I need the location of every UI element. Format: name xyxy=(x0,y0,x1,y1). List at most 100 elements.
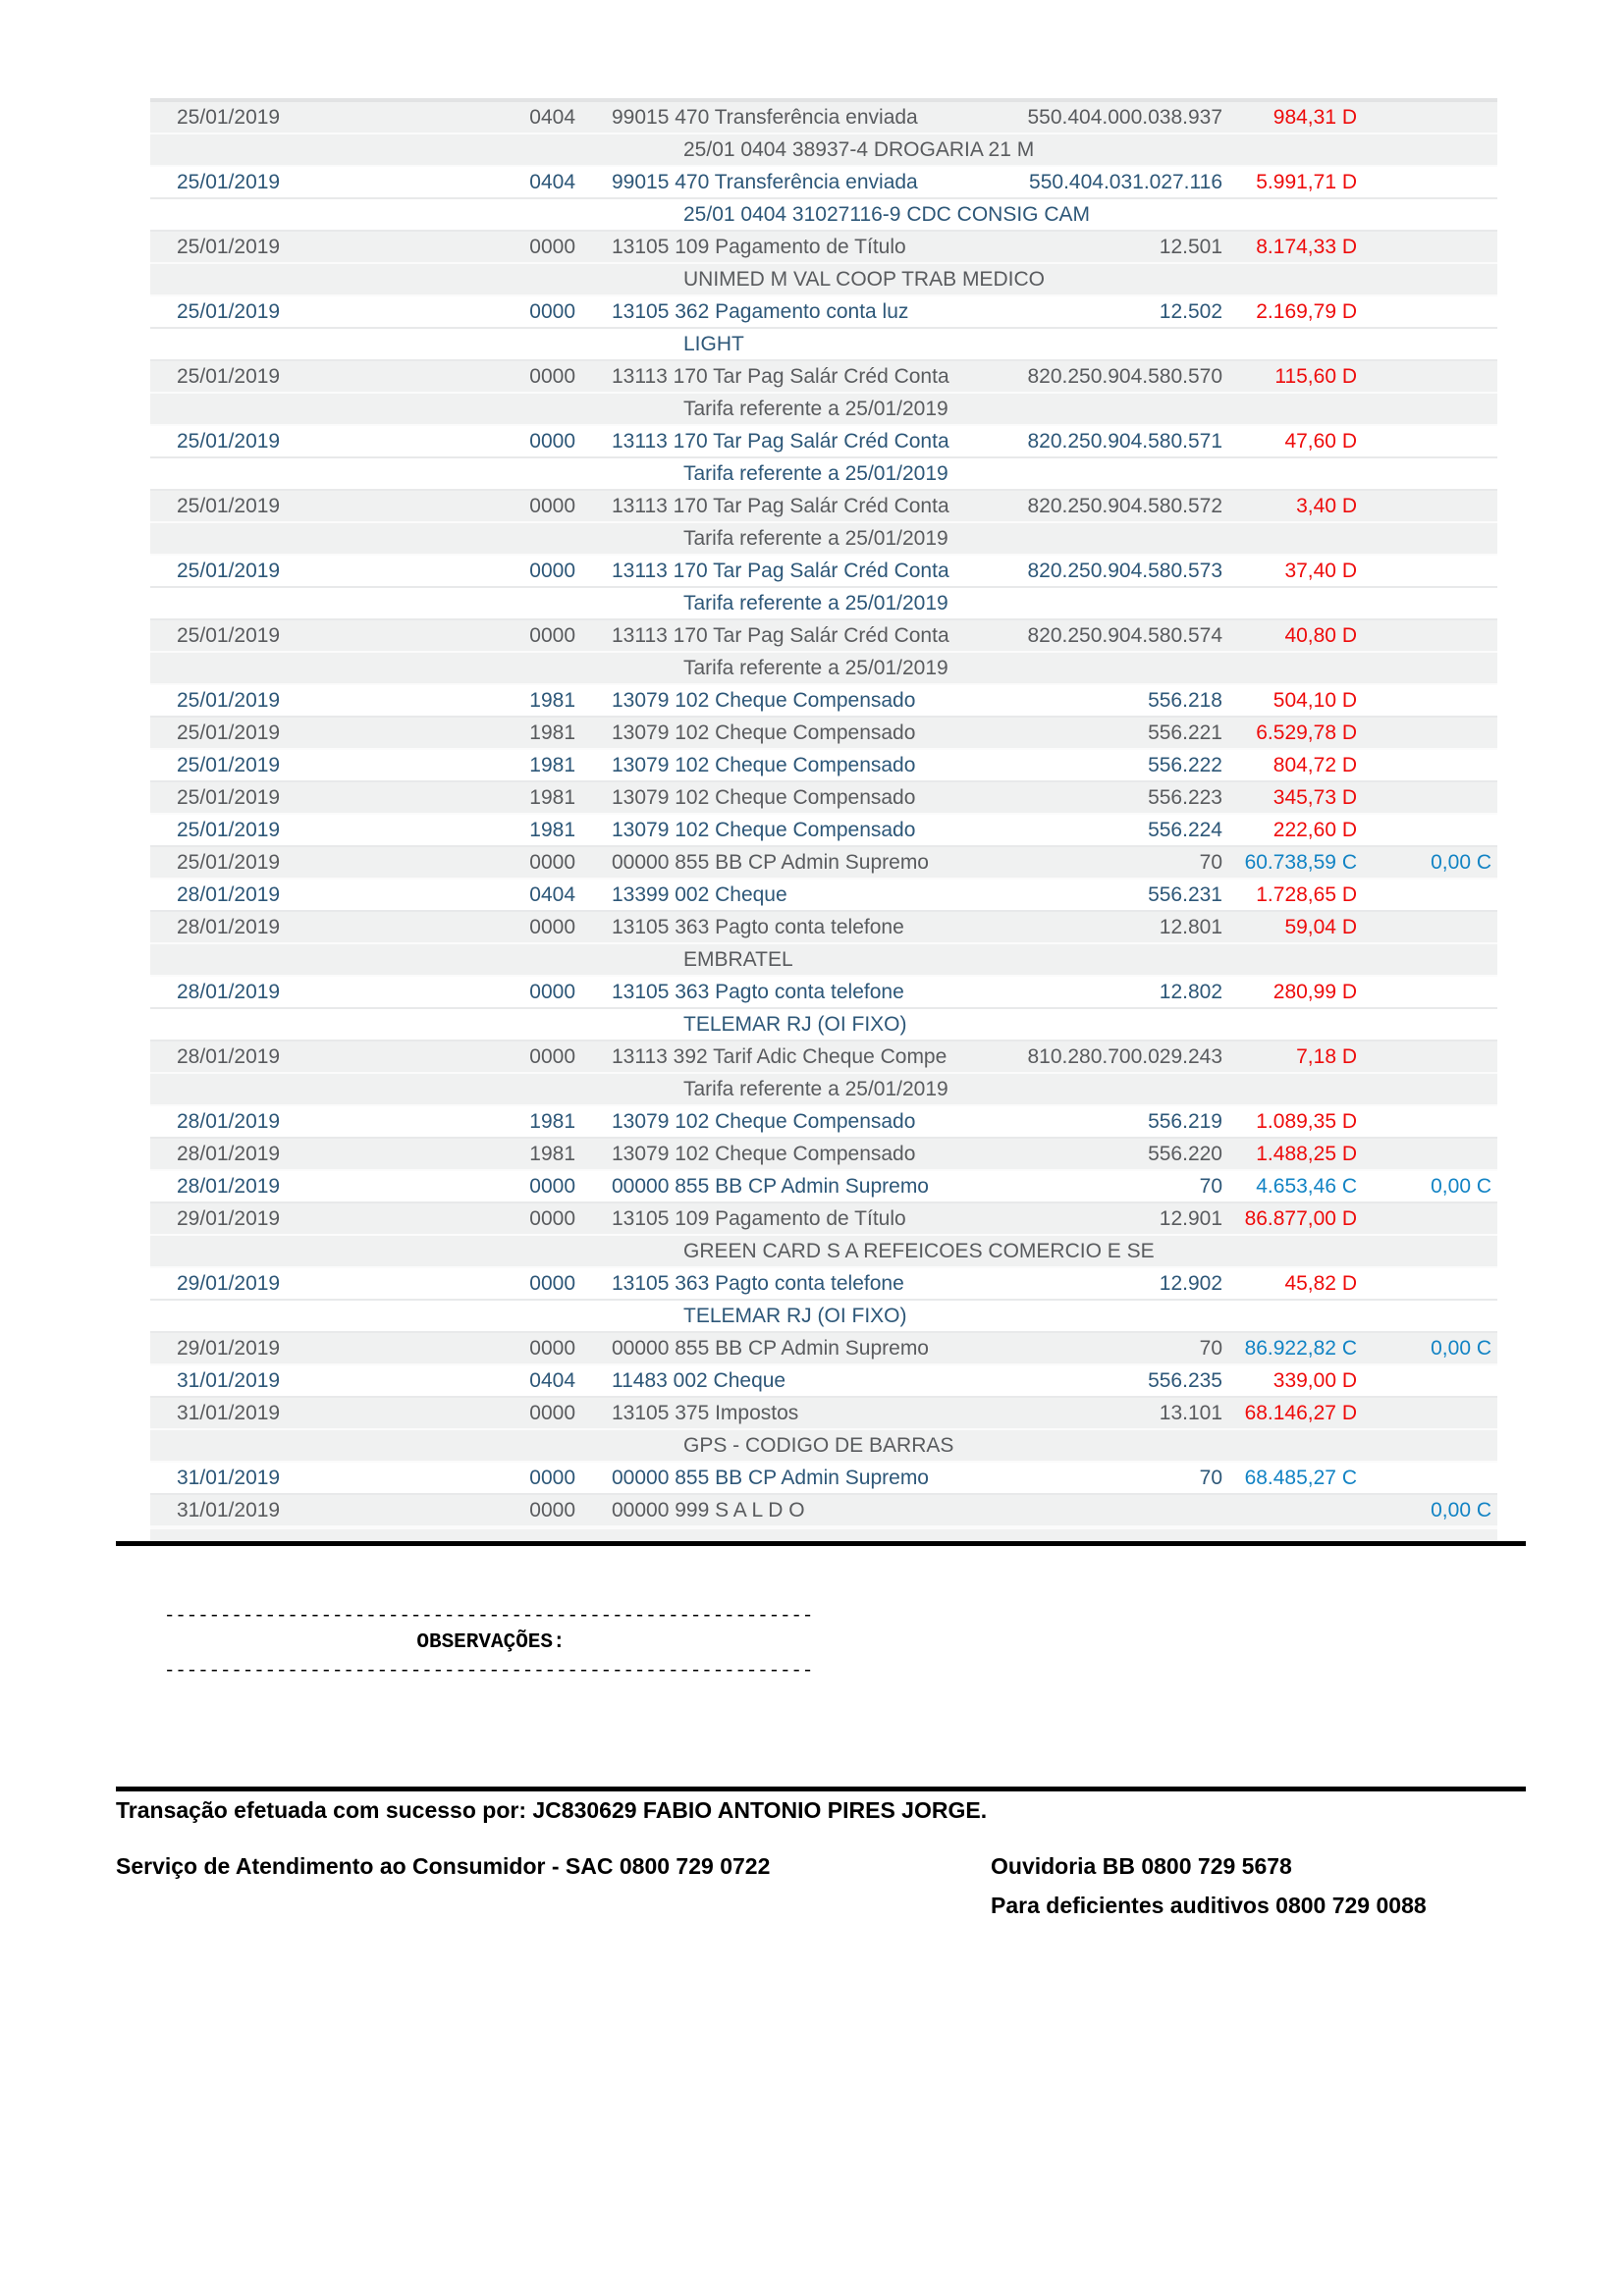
deaf-phone-line: Para deficientes auditivos 0800 729 0088 xyxy=(991,1893,1427,1918)
cell-branch: 1981 xyxy=(529,1109,575,1133)
cell-amount: 45,82 D xyxy=(1284,1271,1357,1295)
cell-date: 25/01/2019 xyxy=(177,429,281,453)
table-row: 25/01/2019 0000 13113 170 Tar Pag Salár Cr… xyxy=(150,556,1497,588)
cell-description: Tarifa referente a 25/01/2019 xyxy=(683,462,948,485)
cell-amount: 4.653,46 C xyxy=(1256,1174,1357,1198)
cell-amount: 8.174,33 D xyxy=(1256,235,1357,258)
cell-history: 13105 109 Pagamento de Título xyxy=(612,1206,906,1230)
table-row: 28/01/2019 0000 13105 363 Pagto conta tele… xyxy=(150,977,1497,1009)
cell-history: 13079 102 Cheque Compensado xyxy=(612,818,916,841)
cell-history: 00000 999 S A L D O xyxy=(612,1498,805,1522)
table-row: 25/01/2019 0404 99015 470 Transferência en… xyxy=(150,167,1497,199)
cell-amount: 40,80 D xyxy=(1284,623,1357,647)
cell-amount: 59,04 D xyxy=(1284,915,1357,938)
cell-history: 00000 855 BB CP Admin Supremo xyxy=(612,1174,929,1198)
table-desc-row: UNIMED M VAL COOP TRAB MEDICO xyxy=(150,264,1497,296)
table-desc-row: Tarifa referente a 25/01/2019 xyxy=(150,394,1497,426)
cell-date: 25/01/2019 xyxy=(177,299,281,323)
cell-history: 99015 470 Transferência enviada xyxy=(612,105,918,129)
cell-description: Tarifa referente a 25/01/2019 xyxy=(683,527,948,550)
cell-branch: 0000 xyxy=(529,915,575,938)
table-desc-row: Tarifa referente a 25/01/2019 xyxy=(150,1074,1497,1106)
cell-ref: 556.223 xyxy=(1148,785,1222,809)
cell-branch: 1981 xyxy=(529,785,575,809)
cell-ref: 550.404.031.027.116 xyxy=(1029,170,1222,193)
statement-rows: 25/01/2019 0404 99015 470 Transferência en… xyxy=(150,102,1497,1527)
cell-amount: 47,60 D xyxy=(1284,429,1357,453)
table-row: 25/01/2019 0404 99015 470 Transferência en… xyxy=(150,102,1497,134)
cell-history: 13105 363 Pagto conta telefone xyxy=(612,1271,904,1295)
cell-date: 28/01/2019 xyxy=(177,1174,281,1198)
cell-branch: 1981 xyxy=(529,1142,575,1165)
cell-amount: 5.991,71 D xyxy=(1256,170,1357,193)
cell-ref: 556.222 xyxy=(1148,753,1222,776)
cell-date: 31/01/2019 xyxy=(177,1498,281,1522)
cell-history: 13399 002 Cheque xyxy=(612,882,787,906)
table-row: 28/01/2019 1981 13079 102 Cheque Compensad… xyxy=(150,1139,1497,1171)
cell-branch: 0404 xyxy=(529,170,575,193)
cell-description: Tarifa referente a 25/01/2019 xyxy=(683,1078,948,1100)
table-row: 25/01/2019 1981 13079 102 Cheque Compensad… xyxy=(150,718,1497,750)
cell-description: TELEMAR RJ (OI FIXO) xyxy=(683,1305,907,1327)
cell-history: 13113 170 Tar Pag Salár Créd Conta xyxy=(612,559,949,582)
table-desc-row: 25/01 0404 38937-4 DROGARIA 21 M xyxy=(150,134,1497,167)
cell-amount: 1.089,35 D xyxy=(1256,1109,1357,1133)
table-desc-row: 25/01 0404 31027116-9 CDC CONSIG CAM xyxy=(150,199,1497,232)
cell-ref: 70 xyxy=(1199,1336,1222,1360)
cell-ref: 70 xyxy=(1199,1466,1222,1489)
table-desc-row: TELEMAR RJ (OI FIXO) xyxy=(150,1301,1497,1333)
table-row: 28/01/2019 0000 00000 855 BB CP Admin Supr… xyxy=(150,1171,1497,1203)
table-desc-row: TELEMAR RJ (OI FIXO) xyxy=(150,1009,1497,1041)
cell-date: 25/01/2019 xyxy=(177,785,281,809)
cell-branch: 0000 xyxy=(529,850,575,874)
cell-description: Tarifa referente a 25/01/2019 xyxy=(683,592,948,614)
table-row: 25/01/2019 0000 00000 855 BB CP Admin Supr… xyxy=(150,847,1497,880)
cell-ref: 12.501 xyxy=(1159,235,1222,258)
cell-date: 25/01/2019 xyxy=(177,850,281,874)
table-row: 31/01/2019 0000 00000 855 BB CP Admin Supr… xyxy=(150,1463,1497,1495)
cell-history: 13113 170 Tar Pag Salár Créd Conta xyxy=(612,429,949,453)
cell-amount: 60.738,59 C xyxy=(1244,850,1357,874)
table-row: 28/01/2019 0000 13113 392 Tarif Adic Chequ… xyxy=(150,1041,1497,1074)
cell-amount: 37,40 D xyxy=(1284,559,1357,582)
cell-branch: 0000 xyxy=(529,623,575,647)
cell-amount: 86.877,00 D xyxy=(1244,1206,1357,1230)
table-bottom-filler xyxy=(150,1527,1497,1541)
cell-branch: 0000 xyxy=(529,1336,575,1360)
cell-date: 29/01/2019 xyxy=(177,1271,281,1295)
cell-description: TELEMAR RJ (OI FIXO) xyxy=(683,1013,907,1036)
cell-description: 25/01 0404 31027116-9 CDC CONSIG CAM xyxy=(683,203,1090,226)
cell-ref: 70 xyxy=(1199,850,1222,874)
cell-branch: 0000 xyxy=(529,1498,575,1522)
cell-description: 25/01 0404 38937-4 DROGARIA 21 M xyxy=(683,138,1035,161)
table-row: 25/01/2019 0000 13113 170 Tar Pag Salár Cr… xyxy=(150,426,1497,458)
cell-description: LIGHT xyxy=(683,333,744,355)
cell-date: 28/01/2019 xyxy=(177,1142,281,1165)
cell-date: 28/01/2019 xyxy=(177,1109,281,1133)
observations-label: OBSERVAÇÕES: xyxy=(416,1631,566,1654)
observations-block: ----------------------------------------… xyxy=(164,1602,818,1684)
footer-rule xyxy=(116,1787,1526,1791)
cell-amount: 115,60 D xyxy=(1274,364,1357,388)
cell-date: 25/01/2019 xyxy=(177,170,281,193)
cell-date: 28/01/2019 xyxy=(177,1044,281,1068)
cell-amount: 6.529,78 D xyxy=(1256,721,1357,744)
cell-ref: 12.902 xyxy=(1159,1271,1222,1295)
cell-history: 13079 102 Cheque Compensado xyxy=(612,1142,916,1165)
cell-balance: 0,00 C xyxy=(1431,850,1491,874)
cell-ref: 12.801 xyxy=(1159,915,1222,938)
cell-ref: 556.219 xyxy=(1148,1109,1222,1133)
cell-ref: 70 xyxy=(1199,1174,1222,1198)
cell-amount: 68.146,27 D xyxy=(1244,1401,1357,1424)
cell-branch: 0000 xyxy=(529,494,575,517)
cell-history: 13113 170 Tar Pag Salár Créd Conta xyxy=(612,364,949,388)
cell-ref: 810.280.700.029.243 xyxy=(1027,1044,1222,1068)
cell-ref: 820.250.904.580.572 xyxy=(1027,494,1222,517)
table-desc-row: Tarifa referente a 25/01/2019 xyxy=(150,458,1497,491)
cell-date: 29/01/2019 xyxy=(177,1336,281,1360)
cell-ref: 12.502 xyxy=(1159,299,1222,323)
table-row: 25/01/2019 0000 13113 170 Tar Pag Salár Cr… xyxy=(150,491,1497,523)
table-row: 31/01/2019 0000 13105 375 Impostos 13.101 68… xyxy=(150,1398,1497,1430)
cell-date: 25/01/2019 xyxy=(177,721,281,744)
